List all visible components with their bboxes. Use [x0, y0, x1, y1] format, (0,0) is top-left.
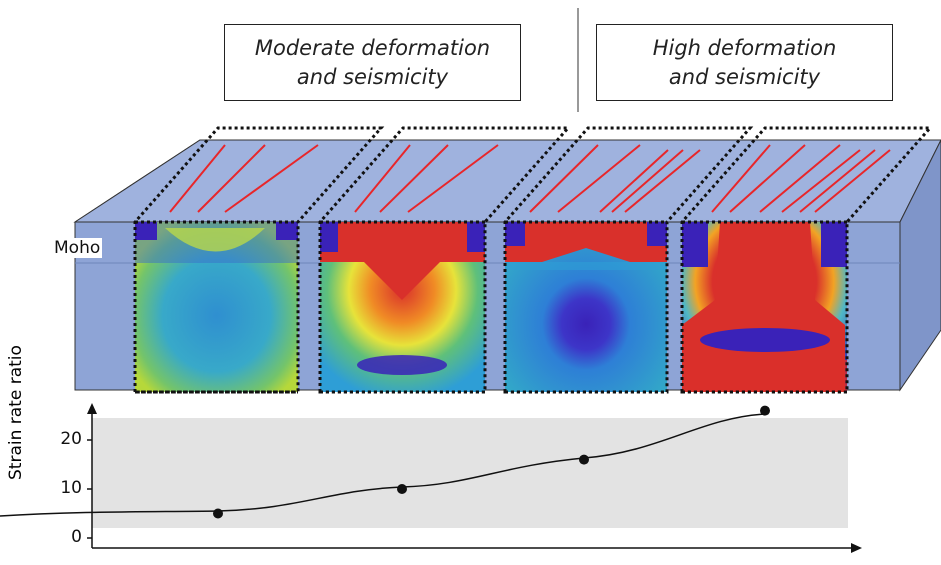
strain-panel-2: [320, 222, 485, 392]
x-axis-arrow: [851, 543, 862, 553]
block-side: [899, 139, 941, 392]
y-axis-arrow: [87, 403, 97, 414]
y-tick-label: 0: [71, 527, 82, 547]
strain-panel-1: [135, 222, 298, 392]
data-point: [579, 454, 589, 465]
moderate-deformation-box: Moderate deformation and seismicity: [224, 24, 521, 101]
high-deformation-box: High deformation and seismicity: [596, 24, 893, 101]
fault-lines: [169, 144, 891, 213]
data-point: [760, 405, 770, 416]
high-title-line-2: and seismicity: [668, 64, 821, 89]
moho-label: Moho: [52, 238, 103, 258]
strain-rate-chart: [0, 403, 862, 553]
moderate-title-line-2: and seismicity: [296, 64, 449, 89]
panel-outlines: [133, 126, 934, 394]
strain-panel-4: [682, 222, 847, 392]
data-point: [213, 508, 223, 519]
y-tick-label: 10: [60, 478, 82, 498]
data-point: [397, 484, 407, 494]
y-tick-label: 20: [60, 429, 82, 449]
y-axis-label: Strain rate ratio: [6, 345, 26, 480]
moderate-title-line-1: Moderate deformation: [254, 35, 491, 60]
high-title-line-1: High deformation: [652, 35, 837, 60]
block-top: [73, 139, 941, 223]
strain-panel-3: [505, 222, 667, 392]
